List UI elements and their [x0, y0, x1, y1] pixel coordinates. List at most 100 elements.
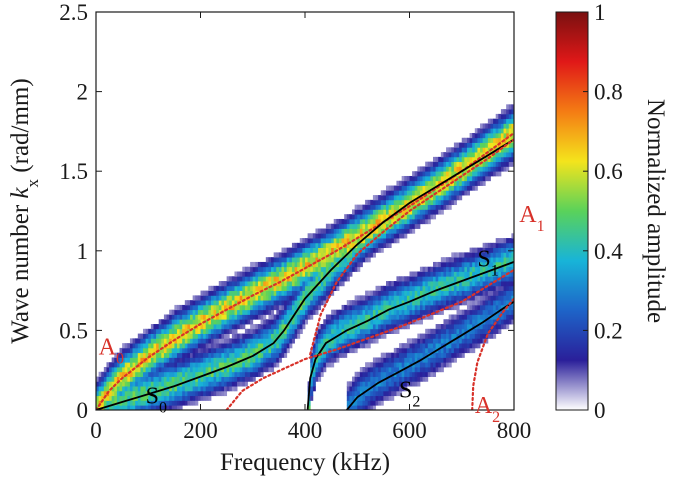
heatmap-cell — [210, 295, 214, 301]
heatmap-cell — [153, 343, 157, 349]
heatmap-cell — [182, 338, 186, 344]
heatmap-cell — [252, 328, 256, 334]
heatmap-cell — [158, 338, 162, 344]
heatmap-cell — [344, 218, 348, 225]
heatmap-cell — [472, 261, 476, 268]
heatmap-cell — [477, 324, 481, 330]
heatmap-cell — [271, 347, 275, 354]
heatmap-cell — [221, 338, 225, 344]
heatmap-cell — [171, 362, 175, 368]
heatmap-cell — [352, 218, 356, 225]
heatmap-cell — [493, 118, 497, 124]
heatmap-cell — [140, 400, 144, 406]
heatmap-cell — [357, 238, 361, 244]
heatmap-cell — [156, 400, 160, 406]
heatmap-cell — [218, 376, 222, 382]
heatmap-cell — [396, 386, 400, 392]
y-tick-label: 2 — [77, 80, 89, 105]
heatmap-cell — [367, 233, 371, 239]
heatmap-cell — [331, 242, 335, 249]
heatmap-cell — [297, 290, 301, 296]
heatmap-cell — [297, 309, 301, 315]
heatmap-cell — [247, 333, 251, 339]
heatmap-cell — [362, 371, 366, 377]
heatmap-cell — [427, 338, 431, 344]
heatmap-cell — [294, 290, 298, 296]
heatmap-cell — [506, 300, 510, 306]
heatmap-cell — [430, 362, 434, 368]
heatmap-cell — [417, 290, 421, 296]
heatmap-cell — [184, 314, 188, 320]
heatmap-cell — [268, 261, 272, 268]
heatmap-cell — [205, 319, 209, 325]
heatmap-cell — [446, 266, 450, 272]
heatmap-cell — [378, 209, 382, 215]
heatmap-cell — [182, 395, 186, 401]
heatmap-cell — [419, 285, 423, 291]
heatmap-cell — [440, 295, 444, 301]
heatmap-cell — [333, 257, 337, 263]
heatmap-cell — [310, 314, 314, 320]
heatmap-cell — [318, 233, 322, 239]
heatmap-cell — [388, 281, 392, 287]
heatmap-cell — [385, 295, 389, 301]
heatmap-cell — [281, 300, 285, 306]
heatmap-cell — [289, 304, 293, 311]
heatmap-cell — [286, 276, 290, 282]
heatmap-cell — [359, 304, 363, 311]
heatmap-cell — [469, 180, 473, 186]
heatmap-cell — [171, 352, 175, 358]
heatmap-cell — [203, 304, 207, 311]
x-axis: 0 200 400 600 800 — [90, 12, 531, 443]
heatmap-cell — [174, 386, 178, 392]
heatmap-cell — [158, 347, 162, 354]
heatmap-cell — [404, 357, 408, 363]
heatmap-cell — [477, 261, 481, 268]
heatmap-cell — [216, 362, 220, 368]
heatmap-cell — [242, 343, 246, 349]
heatmap-cell — [417, 343, 421, 349]
heatmap-cell — [273, 352, 277, 358]
heatmap-cell — [284, 319, 288, 325]
heatmap-cell — [268, 333, 272, 339]
heatmap-cell — [336, 338, 340, 344]
heatmap-cell — [302, 285, 306, 291]
heatmap-cell — [320, 242, 324, 249]
heatmap-cell — [419, 175, 423, 182]
heatmap-cell — [511, 104, 514, 110]
heatmap-cell — [433, 357, 437, 363]
heatmap-cell — [414, 190, 418, 196]
heatmap-cell — [226, 309, 230, 315]
heatmap-cell — [448, 338, 452, 344]
heatmap-cell — [237, 362, 241, 368]
heatmap-cell — [320, 285, 324, 291]
heatmap-cell — [493, 290, 497, 296]
heatmap-cell — [205, 386, 209, 392]
heatmap-cell — [166, 367, 170, 373]
heatmap-cell — [495, 123, 499, 129]
heatmap-cell — [145, 357, 149, 363]
heatmap-cell — [404, 175, 408, 182]
heatmap-cell — [487, 166, 491, 172]
heatmap-cell — [357, 261, 361, 268]
heatmap-cell — [508, 314, 512, 320]
heatmap-cell — [490, 137, 494, 143]
heatmap-cell — [425, 314, 429, 320]
heatmap-cell — [399, 199, 403, 206]
heatmap-cell — [182, 347, 186, 354]
heatmap-cell — [396, 223, 400, 229]
heatmap-cell — [137, 338, 141, 344]
heatmap-cell — [443, 319, 447, 325]
heatmap-cell — [250, 266, 254, 272]
heatmap-cell — [98, 390, 102, 397]
heatmap-cell — [490, 319, 494, 325]
heatmap-cell — [357, 257, 361, 263]
heatmap-cell — [166, 381, 170, 387]
heatmap-cell — [466, 290, 470, 296]
heatmap-cell — [425, 199, 429, 206]
heatmap-cell — [422, 271, 426, 277]
heatmap-cell — [197, 357, 201, 363]
heatmap-cell — [427, 304, 431, 311]
heatmap-cell — [213, 314, 217, 320]
heatmap-cell — [338, 347, 342, 354]
